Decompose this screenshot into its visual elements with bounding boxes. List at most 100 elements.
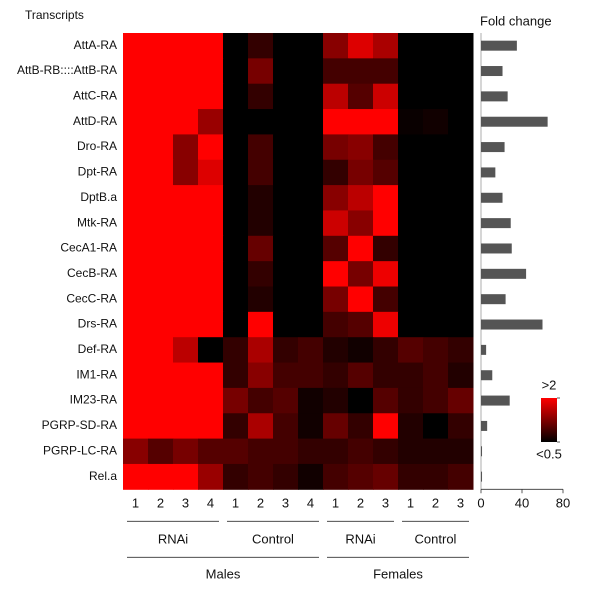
column-label: 2 bbox=[432, 496, 439, 511]
heat-cell bbox=[223, 33, 249, 59]
row-label: Dro-RA bbox=[77, 139, 117, 153]
heat-cell bbox=[198, 109, 224, 135]
subgroup-label: Control bbox=[415, 532, 457, 547]
heat-cell bbox=[298, 413, 324, 440]
heat-cell bbox=[173, 261, 199, 287]
bar bbox=[481, 370, 493, 381]
heat-cell bbox=[298, 235, 324, 262]
row-label: Dpt-RA bbox=[78, 165, 117, 179]
row-label: IM1-RA bbox=[76, 367, 117, 381]
heat-cell bbox=[398, 286, 424, 313]
row-label: AttB-RB::::AttB-RA bbox=[17, 63, 117, 77]
heat-cell bbox=[123, 286, 149, 313]
heat-cell bbox=[223, 311, 249, 338]
heat-cell bbox=[148, 463, 174, 490]
heat-cell bbox=[348, 58, 374, 85]
heat-cell bbox=[273, 33, 299, 59]
heat-cell bbox=[348, 438, 374, 465]
heat-cell bbox=[223, 438, 249, 465]
heat-cell bbox=[123, 185, 149, 211]
heat-cell bbox=[298, 337, 324, 364]
heat-cell bbox=[173, 387, 199, 414]
heat-cell bbox=[223, 159, 249, 186]
heat-cell bbox=[273, 134, 299, 161]
column-label: 3 bbox=[382, 496, 389, 511]
heat-cell bbox=[298, 83, 324, 110]
bar-title: Fold change bbox=[480, 13, 552, 28]
heat-cell bbox=[348, 261, 374, 287]
heat-cell bbox=[448, 134, 474, 161]
heat-cell bbox=[173, 33, 199, 59]
heat-cell bbox=[173, 58, 199, 85]
heat-cell bbox=[198, 413, 224, 440]
heat-cell bbox=[448, 337, 474, 364]
heat-cell bbox=[373, 362, 399, 389]
heat-cell bbox=[273, 362, 299, 389]
heat-cell bbox=[423, 159, 449, 186]
heat-cell bbox=[273, 261, 299, 287]
bar bbox=[481, 268, 527, 279]
heat-cell bbox=[273, 311, 299, 338]
heat-cell bbox=[423, 337, 449, 364]
heat-cell bbox=[323, 58, 349, 85]
bar bbox=[481, 218, 511, 229]
heat-cell bbox=[173, 337, 199, 364]
heat-cell bbox=[448, 286, 474, 313]
heat-cell bbox=[448, 185, 474, 211]
heat-cell bbox=[248, 362, 274, 389]
heat-cell bbox=[348, 134, 374, 161]
heat-cell bbox=[198, 362, 224, 389]
heat-cell bbox=[198, 261, 224, 287]
bar bbox=[481, 116, 548, 127]
heat-cell bbox=[423, 235, 449, 262]
heat-cell bbox=[248, 413, 274, 440]
heat-cell bbox=[148, 286, 174, 313]
x-tick-label: 40 bbox=[515, 496, 529, 511]
heat-cell bbox=[373, 311, 399, 338]
heat-cell bbox=[323, 235, 349, 262]
heat-cell bbox=[398, 210, 424, 237]
heat-cell bbox=[123, 387, 149, 414]
heat-cell bbox=[123, 83, 149, 110]
heat-cell bbox=[123, 33, 149, 59]
group-label: Females bbox=[373, 567, 423, 582]
heat-cell bbox=[123, 261, 149, 287]
heat-cell bbox=[248, 159, 274, 186]
heat-cell bbox=[373, 58, 399, 85]
heat-cell bbox=[448, 438, 474, 465]
heat-cell bbox=[348, 33, 374, 59]
heat-cell bbox=[373, 261, 399, 287]
heat-cell bbox=[123, 413, 149, 440]
column-label: 1 bbox=[332, 496, 339, 511]
heat-cell bbox=[223, 109, 249, 135]
heat-cell bbox=[323, 337, 349, 364]
bar bbox=[481, 192, 503, 203]
heat-cell bbox=[298, 159, 324, 186]
heat-cell bbox=[223, 261, 249, 287]
row-label: CecA1-RA bbox=[60, 241, 117, 255]
heat-cell bbox=[173, 159, 199, 186]
heat-cell bbox=[198, 185, 224, 211]
heat-cell bbox=[273, 159, 299, 186]
heat-cell bbox=[173, 185, 199, 211]
heat-cell bbox=[223, 387, 249, 414]
heat-cell bbox=[323, 159, 349, 186]
heat-cell bbox=[273, 438, 299, 465]
heat-cell bbox=[173, 463, 199, 490]
heat-cell bbox=[273, 413, 299, 440]
heat-cell bbox=[298, 438, 324, 465]
heat-cell bbox=[398, 311, 424, 338]
heat-cell bbox=[223, 413, 249, 440]
heat-cell bbox=[423, 134, 449, 161]
heat-cell bbox=[148, 134, 174, 161]
heat-cell bbox=[173, 311, 199, 338]
heat-cell bbox=[373, 235, 399, 262]
heat-cell bbox=[323, 387, 349, 414]
heat-cell bbox=[198, 159, 224, 186]
subgroup-label: RNAi bbox=[345, 532, 375, 547]
heat-cell bbox=[298, 261, 324, 287]
heat-cell bbox=[173, 413, 199, 440]
bar bbox=[481, 66, 503, 77]
heat-cell bbox=[248, 337, 274, 364]
heat-cell bbox=[173, 235, 199, 262]
